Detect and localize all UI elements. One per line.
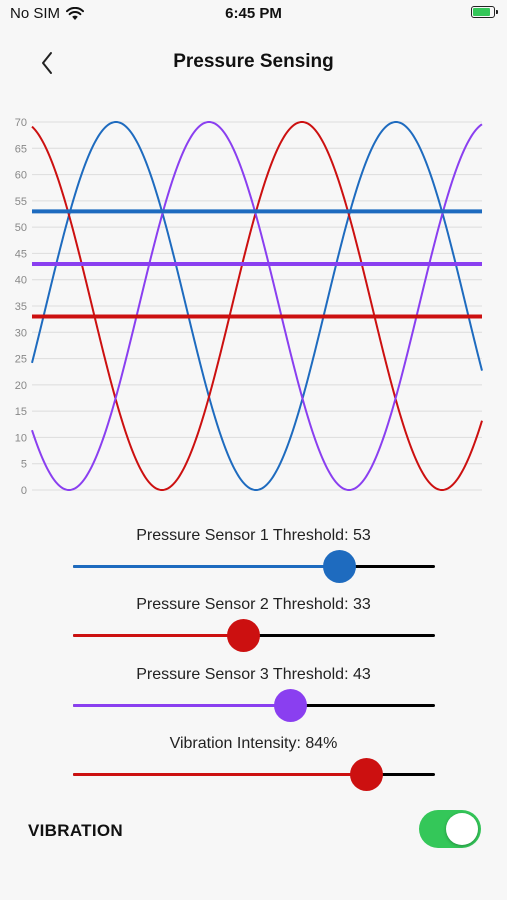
vibration-intensity-slider-thumb[interactable]	[350, 758, 384, 791]
status-time: 6:45 PM	[225, 5, 282, 22]
y-tick-label: 40	[15, 275, 27, 287]
sensor-1-slider-thumb[interactable]	[323, 550, 357, 583]
sensor-3-slider-thumb[interactable]	[274, 689, 308, 722]
y-tick-label: 5	[21, 459, 27, 471]
carrier-group: No SIM	[10, 5, 85, 22]
y-tick-label: 25	[15, 354, 27, 366]
sensor-2-threshold-slider[interactable]	[73, 619, 435, 652]
vibration-toggle[interactable]	[419, 810, 481, 848]
y-tick-label: 60	[15, 170, 27, 182]
navigation-bar: Pressure Sensing	[0, 40, 507, 84]
sensor-2-slider-thumb[interactable]	[227, 619, 261, 652]
y-tick-label: 20	[15, 380, 27, 392]
pressure-series-line-3	[31, 120, 483, 492]
sensor-1-threshold-slider-group: Pressure Sensor 1 Threshold: 53	[0, 527, 507, 583]
pressure-series-line-1	[31, 120, 483, 492]
sensor-2-threshold-slider-group: Pressure Sensor 2 Threshold: 33	[0, 596, 507, 652]
battery-charging-icon	[471, 6, 498, 18]
sensor-3-threshold-label: Pressure Sensor 3 Threshold: 43	[136, 666, 371, 683]
vibration-label: VIBRATION	[28, 821, 123, 840]
y-tick-label: 30	[15, 327, 27, 339]
back-button[interactable]	[38, 48, 66, 78]
vibration-toggle-knob	[446, 813, 478, 845]
y-tick-label: 70	[15, 117, 27, 129]
y-tick-label: 65	[15, 143, 27, 155]
page-title: Pressure Sensing	[173, 51, 334, 72]
y-tick-label: 0	[21, 485, 27, 497]
pressure-series-line-2	[31, 120, 483, 492]
sensor-1-threshold-label: Pressure Sensor 1 Threshold: 53	[136, 527, 371, 544]
y-tick-label: 15	[15, 406, 27, 418]
chevron-left-icon	[42, 52, 52, 74]
carrier-label: No SIM	[10, 5, 61, 22]
y-tick-label: 35	[15, 301, 27, 313]
y-tick-label: 55	[15, 196, 27, 208]
sensor-1-threshold-slider[interactable]	[73, 550, 435, 583]
vibration-intensity-slider-group: Vibration Intensity: 84%	[0, 735, 507, 791]
status-bar: No SIM 6:45 PM	[0, 0, 507, 28]
vibration-intensity-label: Vibration Intensity: 84%	[169, 735, 338, 752]
y-tick-label: 45	[15, 248, 27, 260]
wifi-icon	[66, 6, 85, 20]
vibration-intensity-slider[interactable]	[73, 758, 435, 791]
sensor-3-threshold-slider[interactable]	[73, 689, 435, 722]
sensor-3-threshold-slider-group: Pressure Sensor 3 Threshold: 43	[0, 666, 507, 722]
sensor-2-threshold-label: Pressure Sensor 2 Threshold: 33	[136, 596, 371, 613]
y-tick-label: 10	[15, 432, 27, 444]
y-tick-label: 50	[15, 222, 27, 234]
